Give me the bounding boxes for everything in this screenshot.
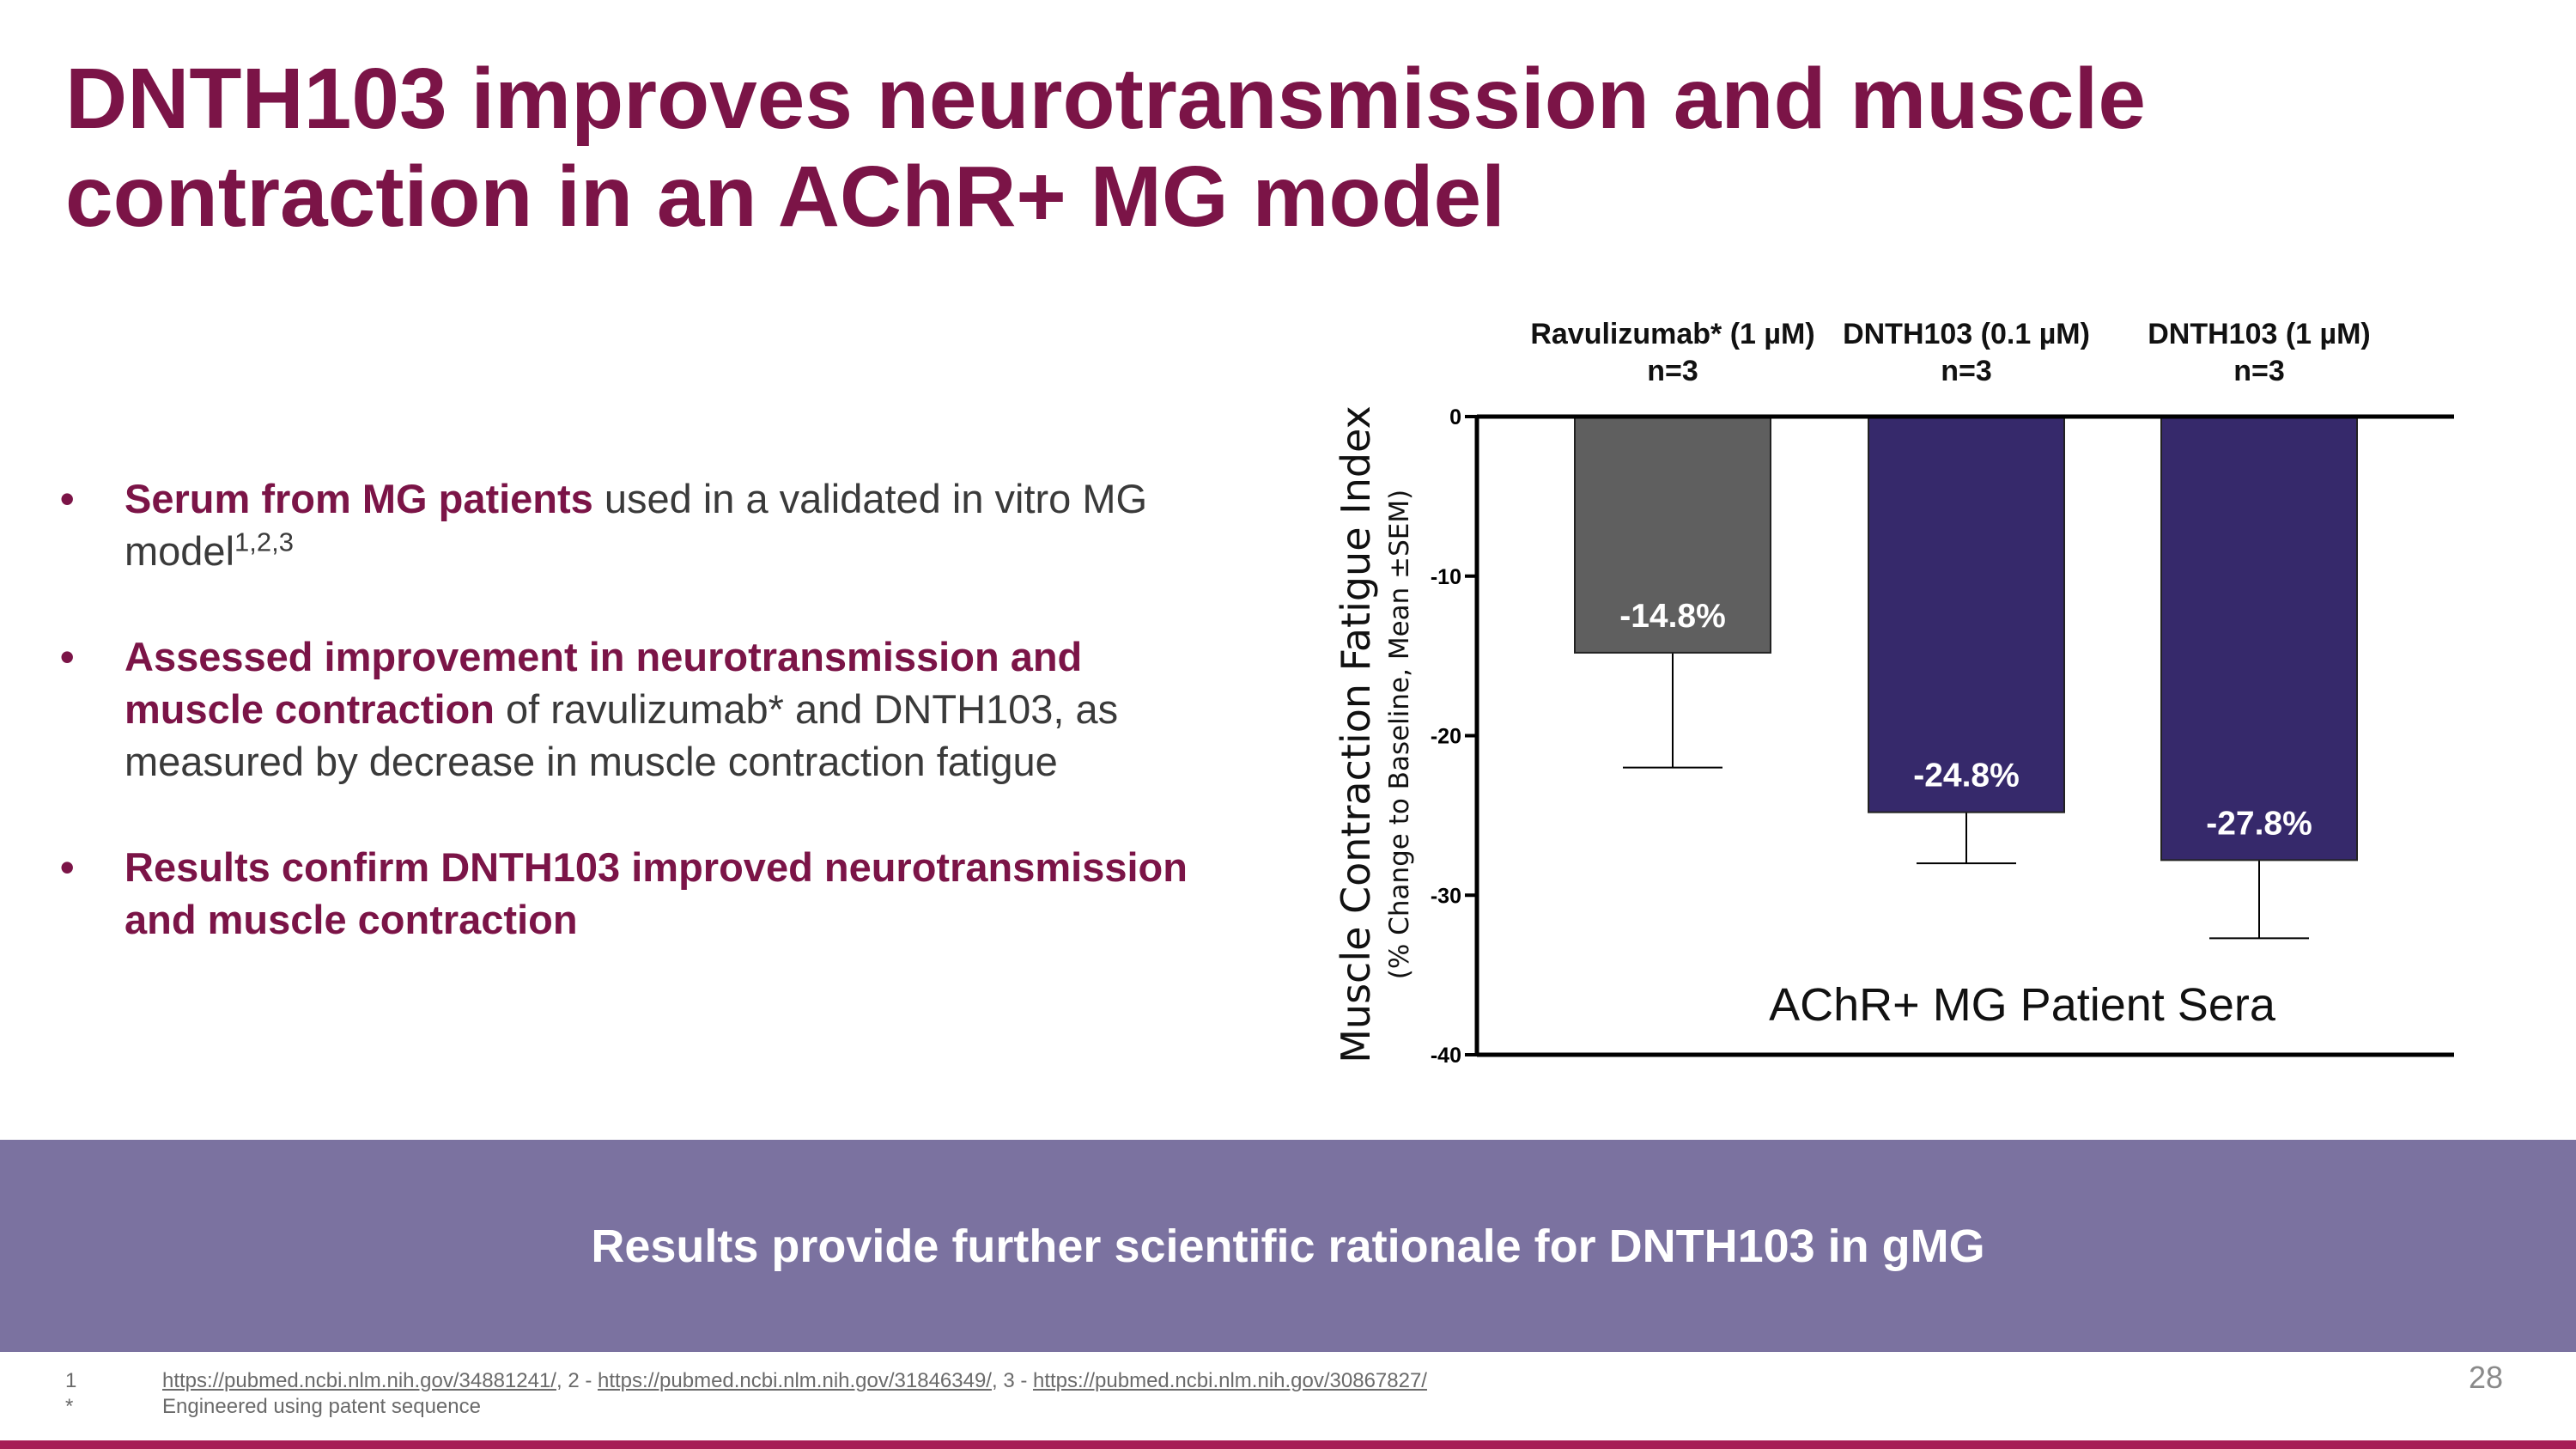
reference-link[interactable]: https://pubmed.ncbi.nlm.nih.gov/34881241… — [162, 1369, 556, 1392]
footnote-text: Engineered using patent sequence — [162, 1395, 481, 1418]
banner-text: Results provide further scientific ratio… — [591, 1220, 1985, 1272]
footnote-marker: * — [65, 1395, 74, 1418]
y-axis-label: Muscle Contraction Fatigue Index — [1333, 405, 1379, 1063]
footnote-separator: , 2 - — [556, 1369, 598, 1392]
y-tick-label: -30 — [1431, 884, 1461, 908]
bullet-dot-icon: • — [60, 476, 75, 521]
y-tick-label: -20 — [1431, 725, 1461, 749]
bullet-superscript: 1,2,3 — [234, 527, 294, 557]
footnotes: 1 https://pubmed.ncbi.nlm.nih.gov/348812… — [65, 1368, 2298, 1420]
footnote-marker: 1 — [65, 1369, 77, 1392]
bullet-item: • Assessed improvement in neurotransmiss… — [60, 630, 1211, 788]
bottom-accent-bar — [0, 1440, 2576, 1449]
category-n-label: n=3 — [2233, 355, 2285, 387]
y-tick-label: -40 — [1431, 1044, 1461, 1068]
category-label: DNTH103 (1 µM) — [2148, 318, 2371, 350]
bar — [1868, 416, 2065, 813]
bullet-dot-icon: • — [60, 844, 75, 890]
footnote-separator: , 3 - — [991, 1369, 1033, 1392]
category-label: DNTH103 (0.1 µM) — [1843, 318, 2090, 350]
bullet-highlight: Assessed improvement in neurotransmissio… — [125, 634, 1083, 732]
bullet-highlight: Results confirm DNTH103 improved neurotr… — [125, 844, 1188, 942]
y-tick-label: 0 — [1449, 405, 1461, 429]
bar — [2160, 416, 2358, 861]
footnote-row: 1 https://pubmed.ncbi.nlm.nih.gov/348812… — [65, 1368, 2298, 1394]
y-tick-label: -10 — [1431, 565, 1461, 589]
y-axis-sublabel: (% Change to Baseline, Mean ±SEM) — [1384, 490, 1415, 979]
conclusion-banner: Results provide further scientific ratio… — [0, 1140, 2576, 1352]
bullet-list: • Serum from MG patients used in a valid… — [60, 472, 1211, 999]
reference-link[interactable]: https://pubmed.ncbi.nlm.nih.gov/30867827… — [1033, 1369, 1427, 1392]
footnote-row: * Engineered using patent sequence — [65, 1394, 2298, 1420]
title-line-1: DNTH103 improves neurotransmission and m… — [65, 51, 2146, 147]
title-line-2: contraction in an AChR+ MG model — [65, 149, 1505, 245]
bar-chart: Muscle Contraction Fatigue Index (% Chang… — [1333, 318, 2454, 1068]
bullet-item: • Results confirm DNTH103 improved neuro… — [60, 841, 1211, 946]
page-number: 28 — [2468, 1360, 2503, 1395]
category-n-label: n=3 — [1647, 355, 1698, 387]
bullet-text: of ravulizumab* and DNTH103, as measured… — [125, 686, 1119, 784]
reference-link[interactable]: https://pubmed.ncbi.nlm.nih.gov/31846349… — [598, 1369, 992, 1392]
category-label: Ravulizumab* (1 µM) — [1530, 318, 1814, 350]
bar-value-label: -27.8% — [2206, 805, 2312, 842]
bar — [1574, 416, 1771, 654]
footnote-links: https://pubmed.ncbi.nlm.nih.gov/34881241… — [162, 1368, 1427, 1394]
bullet-highlight: Serum from MG patients — [125, 476, 593, 521]
slide-title: DNTH103 improves neurotransmission and m… — [65, 50, 2470, 246]
category-n-label: n=3 — [1941, 355, 1992, 387]
bar-value-label: -24.8% — [1913, 758, 2020, 795]
bar-value-label: -14.8% — [1619, 598, 1726, 635]
bullet-item: • Serum from MG patients used in a valid… — [60, 472, 1211, 577]
chart-annotation: AChR+ MG Patient Sera — [1769, 979, 2276, 1031]
bullet-dot-icon: • — [60, 634, 75, 679]
bullet-text: used in a validated in vitro MG model — [125, 476, 1148, 574]
